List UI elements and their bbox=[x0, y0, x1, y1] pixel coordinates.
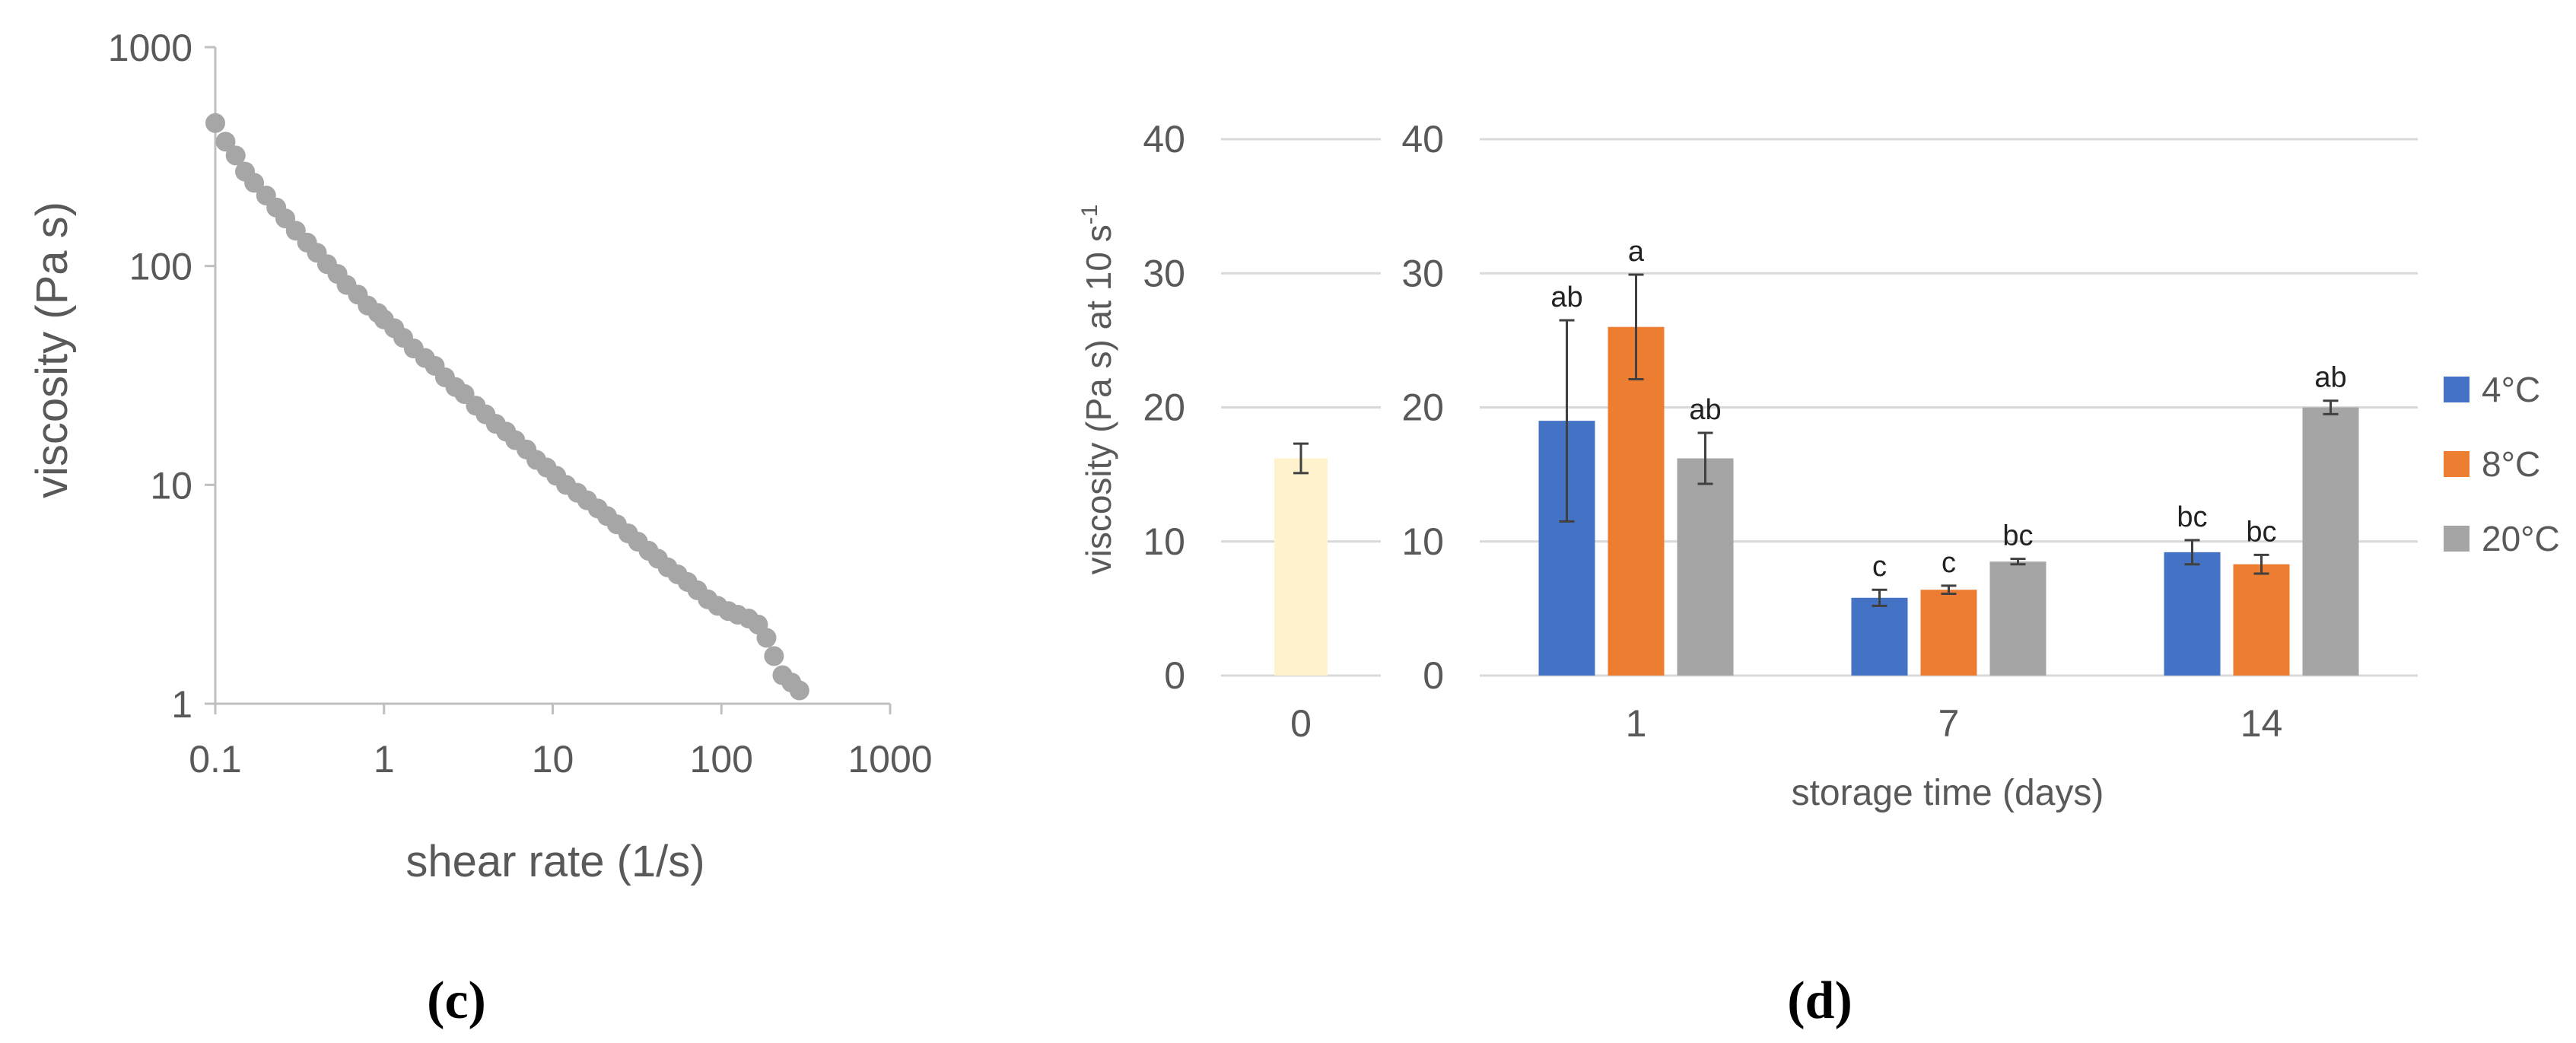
d-legend-swatch bbox=[2444, 451, 2469, 477]
d-bar bbox=[1677, 458, 1734, 676]
c-x-tick-label: 0.1 bbox=[189, 738, 242, 781]
d-significance-letter: c bbox=[1942, 547, 1956, 579]
d-left-y-tick-label: 0 bbox=[1164, 654, 1185, 697]
d-legend-swatch bbox=[2444, 377, 2469, 402]
d-bar bbox=[2302, 407, 2359, 676]
d-significance-letter: a bbox=[1628, 236, 1645, 268]
d-x-axis-title: storage time (days) bbox=[1792, 773, 2104, 813]
c-x-tick-label: 100 bbox=[690, 738, 753, 781]
c-y-tick-label: 1 bbox=[171, 683, 192, 726]
c-data-point bbox=[756, 628, 777, 648]
d-legend-label: 20°C bbox=[2482, 519, 2560, 558]
d-significance-letter: bc bbox=[2002, 520, 2033, 552]
d-significance-letter: bc bbox=[2246, 516, 2276, 548]
c-data-point bbox=[789, 680, 809, 701]
c-data-point bbox=[215, 132, 236, 152]
d-left-y-tick-label: 30 bbox=[1143, 252, 1185, 294]
d-storage-subchart: 0 10 20 30 40 1 ab a ab 7 c c bc 14 bc bc ab bbox=[1401, 118, 2418, 745]
d-baseline-bar bbox=[1274, 458, 1328, 676]
c-y-axis-title: viscosity (Pa s) bbox=[27, 202, 77, 498]
d-legend: 4°C 8°C 20°C bbox=[2444, 370, 2560, 558]
c-x-tick-label: 1000 bbox=[848, 738, 932, 781]
d-left-y-tick-label: 40 bbox=[1143, 118, 1185, 161]
c-data-point bbox=[244, 173, 265, 193]
d-bar bbox=[1851, 597, 1908, 676]
c-y-tick-label: 100 bbox=[129, 246, 192, 288]
d-bar bbox=[2233, 564, 2290, 676]
d-main-y-tick-label: 10 bbox=[1401, 520, 1444, 563]
panel-label-c: (c) bbox=[427, 971, 486, 1030]
d-main-y-tick-label: 40 bbox=[1401, 118, 1444, 161]
d-y-axis-title: viscosity (Pa s) at 10 s-1 bbox=[1077, 205, 1118, 575]
d-main-y-tick-label: 0 bbox=[1423, 654, 1444, 697]
d-category-label: 14 bbox=[2240, 702, 2283, 745]
d-baseline-subchart: 0 10 20 30 40 0 bbox=[1143, 118, 1381, 745]
d-bar bbox=[1608, 326, 1665, 676]
c-x-tick-label: 1 bbox=[374, 738, 395, 781]
d-bar bbox=[1989, 561, 2046, 676]
d-significance-letter: c bbox=[1872, 551, 1887, 583]
scatter-chart-panel-c: 1 10 100 1000 0.1 1 10 100 1000 viscosity (Pa s… bbox=[27, 27, 933, 1030]
d-left-y-tick-label: 10 bbox=[1143, 520, 1185, 563]
d-significance-letter: ab bbox=[1550, 281, 1582, 313]
d-bar bbox=[1920, 590, 1977, 676]
d-significance-letter: bc bbox=[2177, 501, 2207, 533]
d-category-label: 7 bbox=[1938, 702, 1960, 745]
d-bar bbox=[2164, 552, 2221, 676]
d-baseline-category-label: 0 bbox=[1290, 702, 1312, 745]
d-significance-letter: ab bbox=[1689, 394, 1721, 426]
c-x-axis-title: shear rate (1/s) bbox=[405, 837, 704, 886]
d-main-y-tick-label: 20 bbox=[1401, 386, 1444, 429]
c-x-tick-labels: 0.1 1 10 100 1000 bbox=[189, 738, 932, 781]
c-y-tick-label: 10 bbox=[150, 464, 192, 507]
d-main-y-tick-label: 30 bbox=[1401, 252, 1444, 294]
c-data-point bbox=[764, 646, 784, 666]
c-data-point bbox=[205, 113, 225, 133]
panel-label-d: (d) bbox=[1787, 971, 1852, 1030]
c-x-tick-label: 10 bbox=[532, 738, 574, 781]
d-legend-label: 8°C bbox=[2482, 444, 2540, 484]
d-y-axis-title-superscript: -1 bbox=[1077, 205, 1102, 225]
d-y-axis-title-main: viscosity (Pa s) at 10 s bbox=[1079, 224, 1118, 574]
d-legend-label: 4°C bbox=[2482, 370, 2540, 409]
c-axes bbox=[205, 46, 892, 714]
d-category-label: 1 bbox=[1626, 702, 1647, 745]
d-left-y-tick-label: 20 bbox=[1143, 386, 1185, 429]
d-legend-swatch bbox=[2444, 526, 2469, 552]
c-data-points bbox=[205, 113, 809, 701]
d-significance-letter: ab bbox=[2314, 362, 2346, 394]
c-y-tick-labels: 1 10 100 1000 bbox=[108, 27, 192, 726]
c-y-tick-label: 1000 bbox=[108, 27, 192, 69]
c-data-point bbox=[225, 145, 246, 166]
